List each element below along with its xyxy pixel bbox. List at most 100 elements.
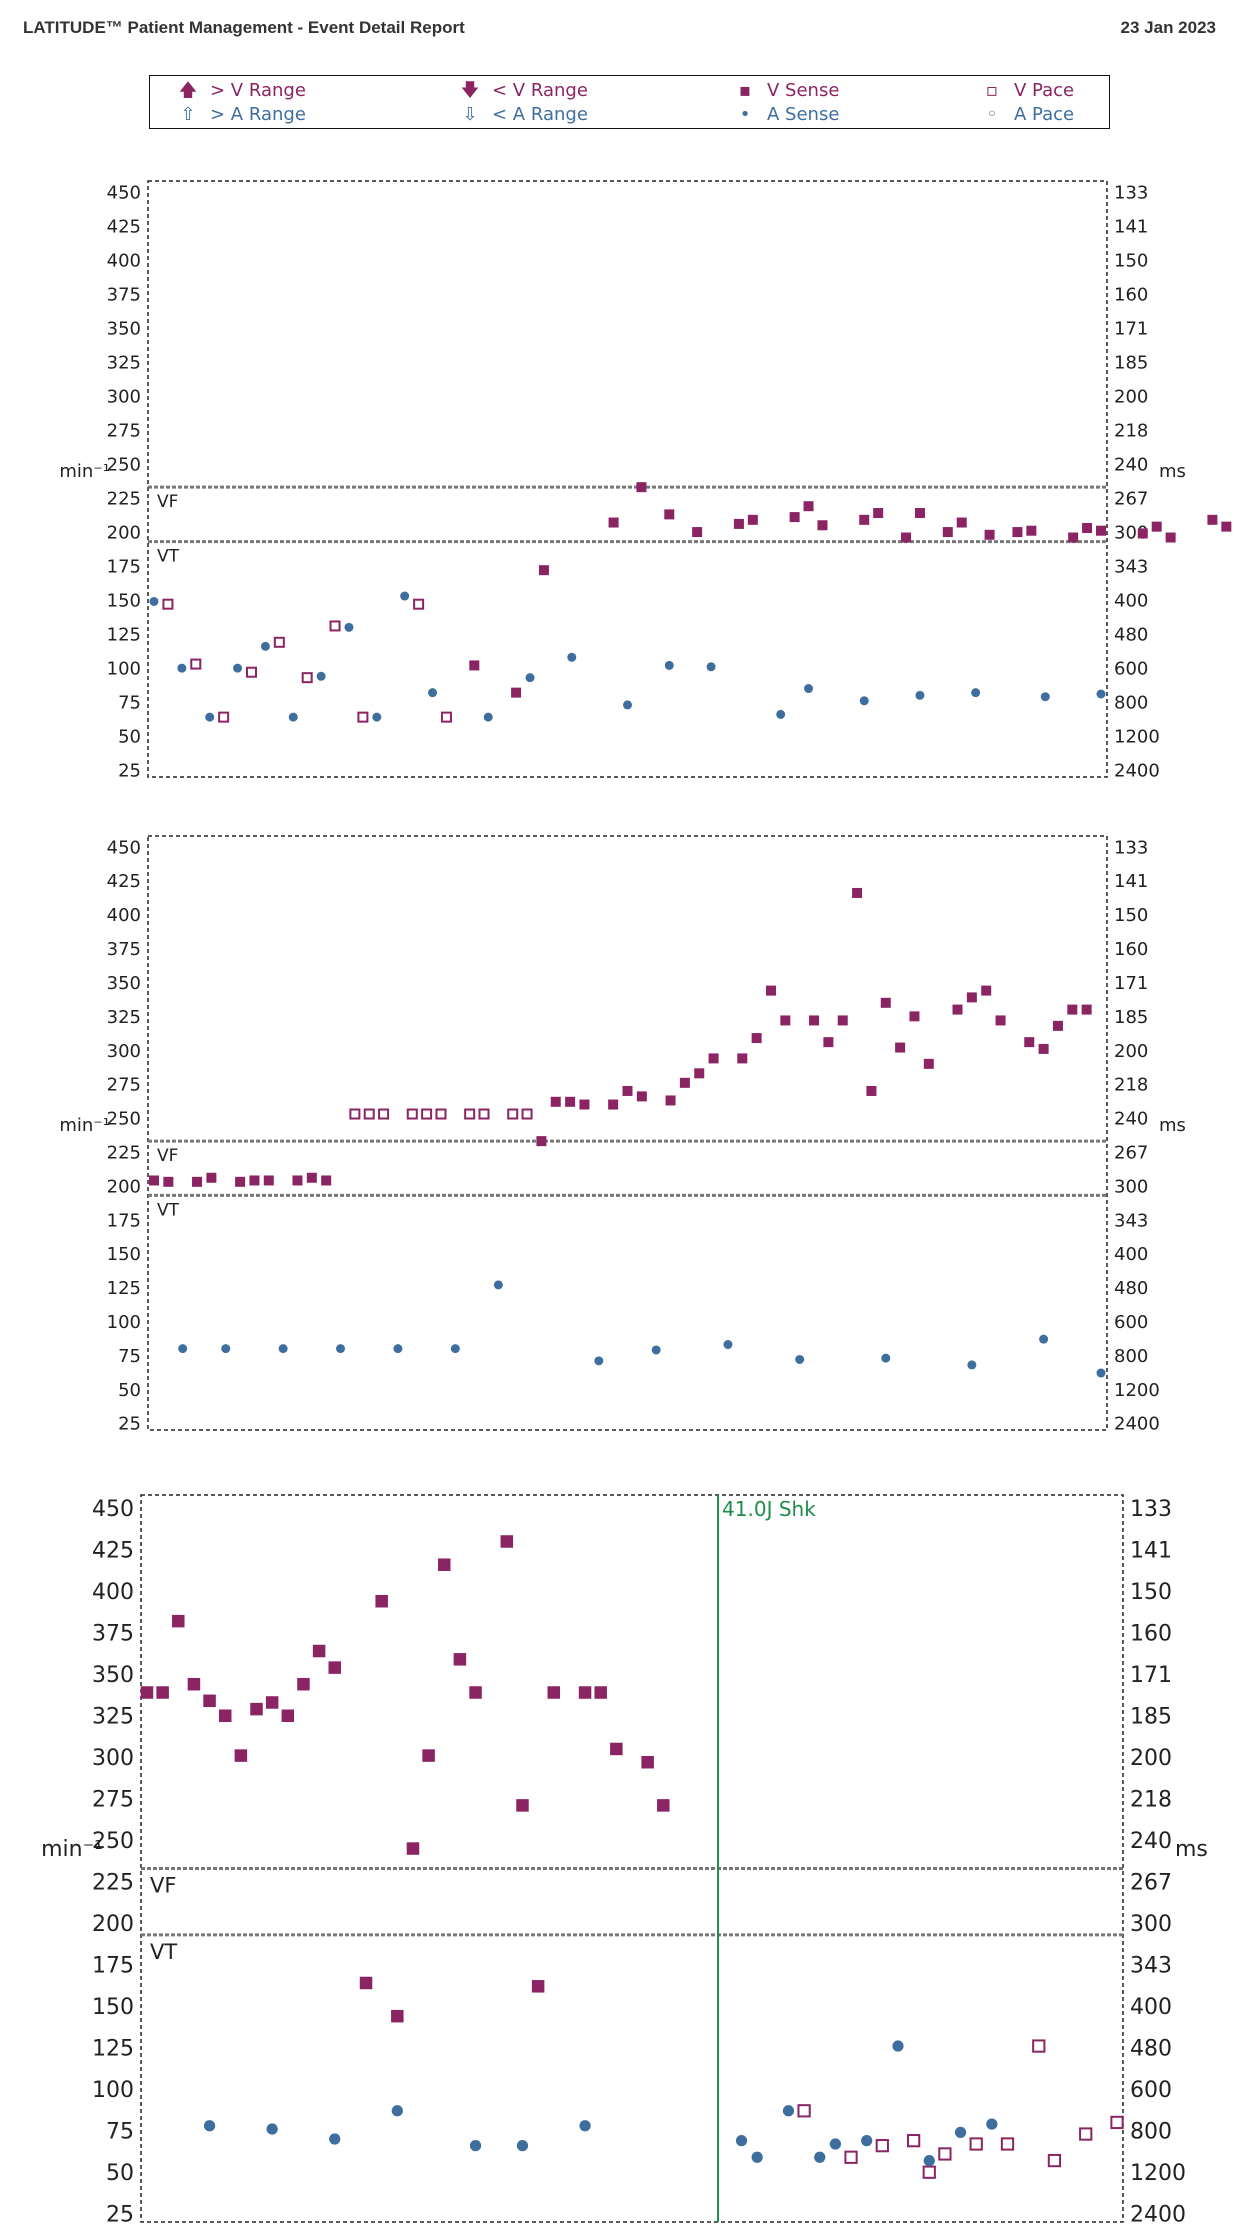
y-tick-left: 150 (92, 1995, 134, 2020)
y-tick-right: 400 (1114, 591, 1148, 612)
a-sense-point (525, 673, 535, 683)
v-sense-point (391, 2009, 404, 2023)
y-tick-left: 275 (92, 1788, 134, 1813)
filled-square-icon: ▪ (738, 80, 752, 101)
a-sense-point (915, 690, 925, 700)
y-tick-right: 218 (1114, 420, 1148, 441)
v-pace-point (478, 1108, 490, 1120)
legend-item-v-sense: ▪ V Sense (735, 80, 840, 102)
a-sense-point (623, 700, 632, 710)
v-sense-point (733, 518, 744, 529)
legend-label: < V Range (492, 80, 588, 101)
legend-label: > A Range (210, 104, 306, 125)
v-pace-point (378, 1108, 390, 1120)
open-up-arrow-icon: ⇧ (180, 104, 196, 125)
a-sense-point (178, 1344, 188, 1354)
y-tick-right: 141 (1114, 216, 1148, 237)
a-sense-point (336, 1344, 346, 1354)
legend-item-v-range-low: 🡇 < V Range (460, 80, 588, 102)
shock-annotation: 41.0J Shk (722, 1497, 816, 1521)
a-sense-point (782, 2105, 795, 2117)
y-tick-left: 425 (107, 216, 141, 237)
v-sense-point (579, 1099, 590, 1110)
v-sense-point (516, 1799, 529, 1812)
y-tick-right: 171 (1114, 973, 1148, 994)
y-axis-label-right: ms (1159, 1115, 1186, 1136)
v-sense-point (1207, 514, 1218, 525)
y-tick-left: 75 (118, 693, 141, 714)
y-tick-left: 125 (92, 2037, 134, 2062)
v-pace-point (406, 1108, 418, 1120)
a-sense-point (1096, 689, 1106, 699)
y-tick-left: 325 (92, 1705, 134, 1730)
v-sense-point (873, 508, 884, 519)
y-tick-left: 75 (106, 2120, 134, 2145)
v-sense-point (249, 1175, 260, 1186)
v-sense-point (511, 687, 522, 698)
v-sense-point (981, 985, 992, 996)
y-tick-right: 2400 (1114, 761, 1160, 782)
plot-frame (147, 835, 1108, 1431)
legend-label: V Pace (1014, 80, 1075, 101)
v-sense-point (1137, 528, 1148, 539)
a-sense-point (450, 1344, 460, 1354)
y-tick-right: 200 (1130, 1746, 1172, 1771)
v-sense-point (328, 1661, 341, 1674)
y-tick-left: 400 (107, 905, 141, 926)
a-sense-point (954, 2126, 967, 2138)
a-sense-point (205, 712, 215, 722)
y-tick-left: 375 (107, 284, 141, 305)
y-tick-right: 240 (1114, 1109, 1148, 1130)
y-tick-left: 150 (107, 591, 141, 612)
v-sense-point (765, 985, 776, 996)
y-tick-right: 800 (1114, 693, 1148, 714)
a-sense-point (795, 1354, 805, 1364)
y-tick-right: 600 (1114, 1312, 1148, 1333)
v-sense-point (1081, 1004, 1092, 1015)
v-sense-point (265, 1696, 279, 1709)
v-sense-point (837, 1015, 848, 1026)
y-tick-left: 450 (107, 837, 141, 858)
y-tick-left: 175 (92, 1954, 134, 1979)
v-sense-point (531, 1980, 545, 1993)
v-pace-point (440, 711, 452, 723)
legend-item-v-range-high: 🡅 > V Range (178, 80, 306, 102)
a-sense-point (723, 1340, 733, 1350)
y-tick-right: 150 (1114, 905, 1148, 926)
y-tick-right: 2400 (1114, 1414, 1160, 1435)
filled-up-arrow-icon: 🡅 (178, 80, 198, 101)
y-tick-right: 800 (1130, 2120, 1172, 2145)
v-pace-point (906, 2134, 921, 2148)
v-sense-point (859, 514, 870, 525)
y-tick-right: 185 (1130, 1705, 1172, 1730)
v-pace-point (1110, 2115, 1124, 2130)
y-tick-left: 225 (92, 1871, 134, 1896)
v-sense-point (1221, 521, 1232, 532)
v-pace-point (844, 2150, 858, 2164)
zone-label-vt: VT (157, 1200, 180, 1220)
y-tick-left: 425 (107, 871, 141, 892)
v-sense-point (1067, 1004, 1078, 1015)
a-sense-point (986, 2118, 998, 2130)
a-sense-point (469, 2140, 482, 2152)
v-pace-point (1000, 2137, 1015, 2151)
y-tick-right: 343 (1114, 1210, 1148, 1231)
open-square-icon: ▫ (985, 80, 999, 101)
a-sense-point (1096, 1368, 1106, 1378)
v-sense-point (780, 1015, 791, 1026)
v-sense-point (1096, 525, 1106, 536)
v-pace-point (301, 672, 313, 684)
a-sense-point (391, 2105, 403, 2117)
v-sense-point (995, 1015, 1006, 1026)
v-sense-point (737, 1053, 748, 1064)
v-sense-point (218, 1709, 232, 1723)
y-tick-left: 50 (118, 727, 141, 748)
y-tick-left: 250 (92, 1829, 134, 1854)
v-sense-point (664, 509, 675, 520)
v-sense-point (1068, 532, 1079, 543)
v-sense-point (375, 1594, 388, 1608)
a-sense-point (1040, 692, 1050, 702)
a-sense-point (567, 652, 577, 662)
a-sense-point (316, 671, 326, 681)
v-sense-point (610, 1742, 623, 1756)
